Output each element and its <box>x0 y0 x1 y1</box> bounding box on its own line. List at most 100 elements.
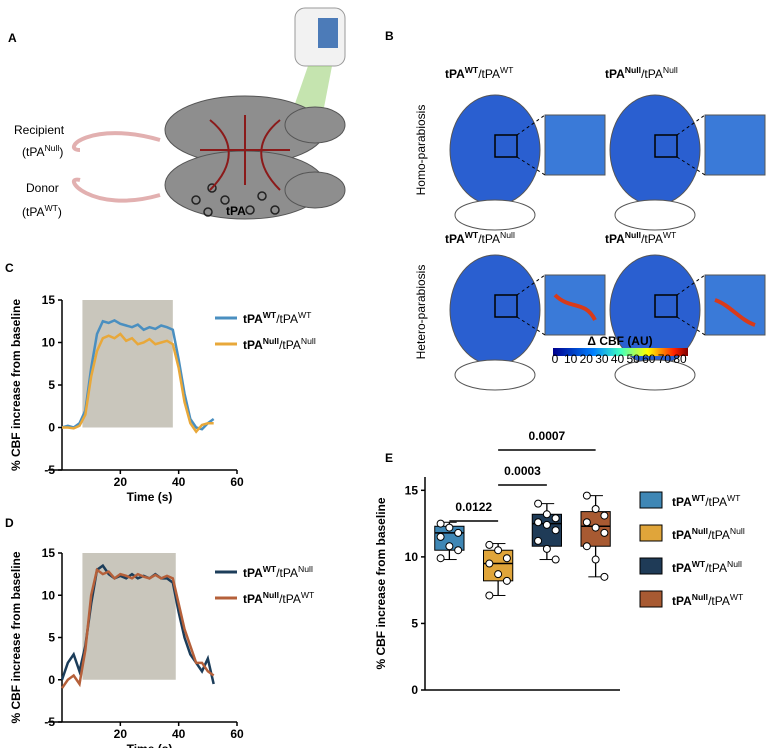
text-part: /tPA <box>641 232 663 246</box>
y-axis-label: % CBF increase from baseline <box>374 497 388 669</box>
line <box>60 567 215 689</box>
text-part: /tPA <box>478 67 500 81</box>
x-tick-label: 60 <box>230 727 244 741</box>
text-part: /tPA <box>478 232 500 246</box>
text-part: Null <box>663 65 678 75</box>
cbf-maps <box>449 94 766 391</box>
data-point <box>445 542 454 551</box>
x-axis-label: Time (s) <box>127 742 173 748</box>
data-point <box>591 555 600 564</box>
text-part: WT <box>263 310 277 320</box>
data-point <box>502 554 511 563</box>
parabiosis-illustration <box>72 7 346 220</box>
text-part: /tPA <box>705 495 727 509</box>
text-part: WT <box>465 65 479 75</box>
text-part: Null <box>298 564 313 574</box>
data-point <box>551 526 560 535</box>
y-tick-label: 0 <box>411 683 418 697</box>
text-part: Null <box>730 526 745 536</box>
colorbar-tick: 80 <box>673 352 687 366</box>
data-point <box>582 542 591 551</box>
data-point <box>600 572 609 581</box>
donor-genotype: (tPAWT) <box>22 203 62 219</box>
text-part: Null <box>692 592 708 602</box>
data-point <box>454 546 463 555</box>
legend-label: tPAWT/tPAWT <box>672 493 741 509</box>
text-part: tPA <box>605 67 625 81</box>
colorbar-tick: 10 <box>564 352 578 366</box>
y-tick-label: 5 <box>411 616 418 630</box>
panel-label: D <box>5 516 14 530</box>
text-part: tPA <box>672 528 692 542</box>
x-tick-label: 40 <box>172 475 186 489</box>
legend-swatch <box>639 557 663 575</box>
data-point <box>591 504 600 513</box>
text-part: tPA <box>445 67 465 81</box>
text-part: Null <box>692 526 708 536</box>
x-tick-label: 40 <box>172 727 186 741</box>
legend-label: tPANull/tPANull <box>243 336 316 352</box>
data-point <box>445 523 454 532</box>
colorbar-title: Δ CBF (AU) <box>587 334 652 348</box>
row-label: Homo-parabiosis <box>414 105 428 196</box>
text-part: /tPA <box>641 67 663 81</box>
data-point <box>534 536 543 545</box>
stimulus-period <box>82 300 173 428</box>
legend-label: tPAWT/tPANull <box>672 559 742 575</box>
text-part: /tPA <box>708 594 730 608</box>
text-part: Null <box>500 230 515 240</box>
text-part: WT <box>301 590 315 600</box>
map-title: tPAWT/tPAWT <box>445 65 514 81</box>
data-point <box>485 559 494 568</box>
text-part: ) <box>59 145 63 159</box>
data-point <box>502 576 511 585</box>
text-part: tPA <box>243 566 263 580</box>
text-part: Null <box>625 230 641 240</box>
x-tick-label: 20 <box>114 727 128 741</box>
y-tick-label: 10 <box>42 336 56 350</box>
text-part: Null <box>263 336 279 346</box>
y-tick-label: 5 <box>48 631 55 645</box>
p-value: 0.0003 <box>504 464 541 478</box>
data-point <box>582 518 591 527</box>
text-part: WT <box>730 592 744 602</box>
y-tick-label: 15 <box>405 483 419 497</box>
text-part: tPA <box>445 232 465 246</box>
text-part: tPA <box>672 561 692 575</box>
p-value: 0.0122 <box>455 500 492 514</box>
panel-label: B <box>385 29 394 43</box>
text-part: Null <box>44 143 59 153</box>
legend-label: tPAWT/tPANull <box>243 564 313 580</box>
text-part: WT <box>500 65 514 75</box>
colorbar-tick: 50 <box>626 352 640 366</box>
text-part: tPA <box>605 232 625 246</box>
text-part: (tPA <box>22 145 44 159</box>
data-point <box>542 510 551 519</box>
y-tick-label: 0 <box>48 673 55 687</box>
data-point <box>551 555 560 564</box>
legend-swatch <box>639 491 663 509</box>
text-part: Null <box>301 336 316 346</box>
data-point <box>534 518 543 527</box>
text-part: tPA <box>672 594 692 608</box>
text-part: /tPA <box>705 561 727 575</box>
x-tick-label: 20 <box>114 475 128 489</box>
colorbar-tick: 30 <box>595 352 609 366</box>
y-axis-label: % CBF increase from baseline <box>9 299 23 471</box>
text-part: Null <box>625 65 641 75</box>
colorbar-tick: 40 <box>611 352 625 366</box>
y-tick-label: 10 <box>405 550 419 564</box>
panel-label: C <box>5 261 14 275</box>
text-part: tPA <box>243 312 263 326</box>
text-part: WT <box>44 203 58 213</box>
y-tick-label: 0 <box>48 421 55 435</box>
data-point <box>542 520 551 529</box>
data-point <box>485 591 494 600</box>
x-tick-label: 60 <box>230 475 244 489</box>
text-part: WT <box>692 493 706 503</box>
data-point <box>551 514 560 523</box>
text-part: WT <box>263 564 277 574</box>
stimulus-period <box>82 553 176 680</box>
data-point <box>600 528 609 537</box>
